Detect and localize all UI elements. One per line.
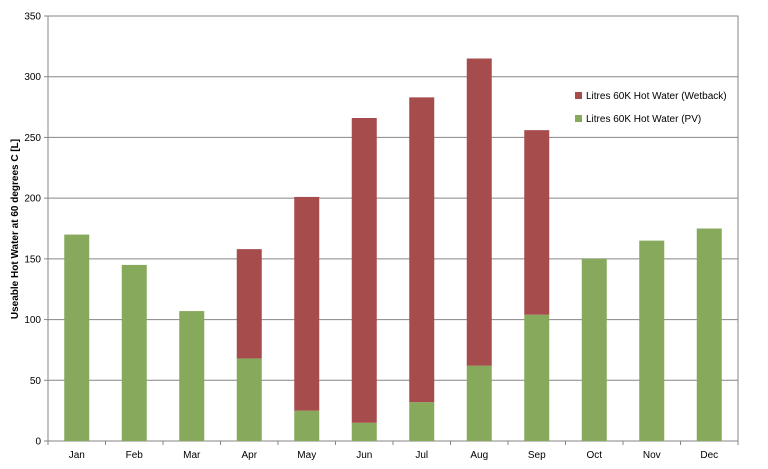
x-tick-label-jul: Jul	[415, 450, 428, 461]
y-tick-label-0: 0	[35, 437, 41, 448]
legend-swatch-pv	[575, 115, 582, 122]
bar-pv-feb	[121, 264, 147, 441]
x-tick-label-sep: Sep	[528, 450, 546, 461]
bar-pv-sep	[524, 314, 550, 441]
bar-pv-aug	[466, 365, 492, 441]
bar-wetback-apr	[236, 249, 262, 359]
x-tick-label-nov: Nov	[643, 450, 661, 461]
x-tick-label-jan: Jan	[69, 450, 85, 461]
bar-pv-mar	[179, 311, 205, 441]
x-tick-label-may: May	[297, 450, 316, 461]
bar-pv-jun	[351, 422, 377, 441]
bar-wetback-jul	[409, 97, 435, 403]
bars	[64, 58, 722, 441]
axes: 0 50 100 150 200 250 300 350 Jan Feb Mar Apr May Jun J…	[24, 12, 739, 461]
legend: Litres 60K Hot Water (Wetback) Litres 60K…	[575, 91, 727, 125]
bar-wetback-may	[294, 196, 320, 411]
bar-wetback-jun	[351, 118, 377, 423]
bar-pv-dec	[696, 228, 722, 441]
x-tick-label-mar: Mar	[183, 450, 201, 461]
y-tick-label-250: 250	[24, 133, 41, 144]
y-tick-label-350: 350	[24, 12, 41, 23]
x-tick-label-dec: Dec	[700, 450, 718, 461]
x-tick-label-jun: Jun	[356, 450, 372, 461]
plot-frame	[47, 15, 739, 442]
bar-wetback-sep	[524, 130, 550, 315]
bar-pv-may	[294, 410, 320, 441]
y-tick-label-300: 300	[24, 72, 41, 83]
x-tick-label-feb: Feb	[126, 450, 144, 461]
bar-pv-jan	[64, 234, 90, 441]
bar-wetback-aug	[466, 58, 492, 366]
x-tick-label-aug: Aug	[470, 450, 488, 461]
x-tick-label-oct: Oct	[586, 450, 602, 461]
y-tick-label-150: 150	[24, 254, 41, 265]
y-tick-label-200: 200	[24, 194, 41, 205]
y-tick-label-50: 50	[30, 376, 42, 387]
legend-label-wetback: Litres 60K Hot Water (Wetback)	[586, 91, 727, 102]
y-tick-label-100: 100	[24, 315, 41, 326]
bar-pv-nov	[639, 240, 665, 441]
legend-label-pv: Litres 60K Hot Water (PV)	[586, 114, 701, 125]
y-axis-label: Useable Hot Water at 60 degrees C [L]	[10, 139, 21, 319]
legend-swatch-wetback	[575, 92, 582, 99]
bar-pv-oct	[581, 258, 607, 441]
x-tick-label-apr: Apr	[241, 450, 257, 461]
bar-pv-apr	[236, 358, 262, 441]
gridlines	[47, 15, 739, 442]
bar-pv-jul	[409, 402, 435, 441]
